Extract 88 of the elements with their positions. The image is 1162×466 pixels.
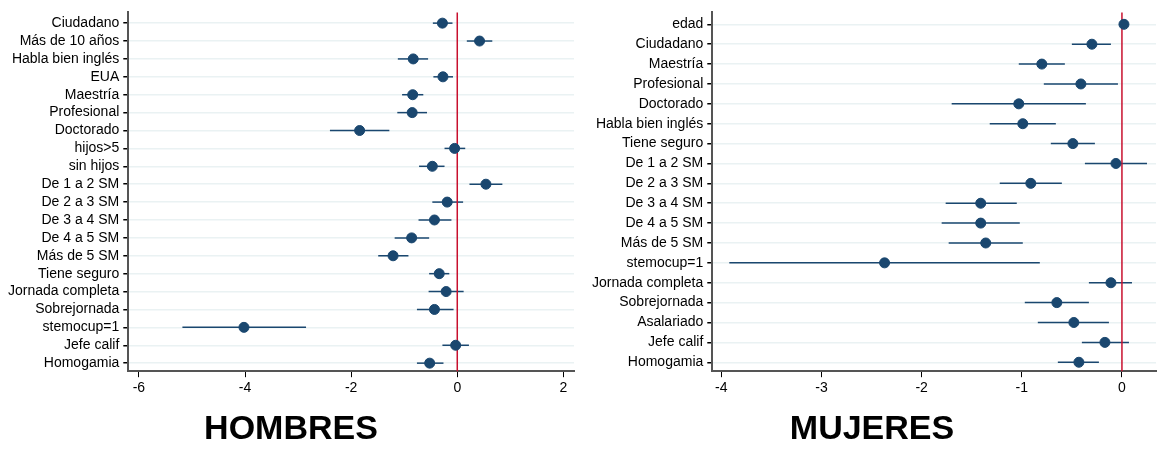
point	[1073, 356, 1085, 368]
point	[1013, 98, 1025, 110]
x-tick-label: 0	[453, 379, 462, 396]
x-tick-label: -6	[132, 379, 146, 396]
x-tick-label: 0	[1118, 379, 1127, 396]
point	[1099, 336, 1111, 348]
point	[1105, 277, 1117, 289]
y-tick-label: hijos>5	[74, 139, 120, 156]
y-tick-label: Doctorado	[638, 94, 704, 111]
point	[354, 125, 366, 137]
y-tick-label: Homogamia	[43, 354, 120, 371]
y-tick-label: Ciudadano	[635, 35, 704, 52]
point	[428, 303, 440, 315]
y-tick-label: EUA	[90, 67, 120, 84]
y-tick-label: De 2 a 3 SM	[41, 192, 120, 209]
point	[480, 178, 492, 190]
point	[449, 142, 461, 154]
y-tick-label: De 3 a 4 SM	[41, 210, 120, 227]
y-tick-label: Jornada completa	[7, 282, 120, 299]
y-tick-label: Tiene seguro	[38, 264, 120, 281]
y-tick-label: edad	[672, 15, 704, 32]
point	[975, 217, 987, 229]
y-tick-label: Doctorado	[54, 121, 120, 138]
point	[238, 321, 250, 333]
y-tick-label: stemocup=1	[626, 253, 704, 270]
point	[406, 232, 418, 244]
y-tick-label: De 2 a 3 SM	[625, 174, 704, 191]
y-tick-label: Más de 10 años	[19, 31, 120, 48]
point	[474, 35, 486, 47]
x-tick-label: -4	[238, 379, 252, 396]
y-tick-label: De 1 a 2 SM	[625, 154, 704, 171]
point	[1017, 118, 1029, 130]
y-tick-label: Profesional	[49, 103, 120, 120]
y-tick-label: Sobrejornada	[619, 293, 704, 310]
point	[1025, 177, 1037, 189]
y-tick-label: Jornada completa	[591, 273, 704, 290]
point	[428, 214, 440, 226]
point	[436, 17, 448, 29]
point	[1051, 297, 1063, 309]
point	[879, 257, 891, 269]
y-tick-label: Maestría	[648, 54, 704, 71]
point	[441, 196, 453, 208]
x-tick-label: -4	[715, 379, 728, 396]
y-tick-label: De 4 a 5 SM	[41, 228, 120, 245]
y-tick-label: De 1 a 2 SM	[41, 175, 120, 192]
y-tick-label: De 3 a 4 SM	[625, 194, 704, 211]
point	[1036, 58, 1048, 70]
y-tick-label: Profesional	[633, 74, 704, 91]
point	[407, 53, 419, 65]
y-tick-label: sin hijos	[68, 157, 120, 174]
y-tick-label: Habla bien inglés	[595, 114, 704, 131]
point	[450, 339, 462, 351]
point	[1110, 157, 1122, 169]
y-tick-label: Más de 5 SM	[36, 246, 120, 263]
x-tick-label: -2	[915, 379, 929, 396]
point	[980, 237, 992, 249]
point	[1067, 138, 1079, 150]
y-tick-label: Más de 5 SM	[620, 233, 704, 250]
y-tick-label: Homogamia	[627, 353, 704, 370]
point	[406, 107, 418, 119]
text: HOMBRES	[203, 408, 379, 447]
y-tick-label: Sobrejornada	[35, 300, 120, 317]
text: MUJERES	[788, 408, 956, 447]
point	[1075, 78, 1087, 90]
point	[433, 268, 445, 280]
point	[424, 357, 436, 369]
y-tick-label: Habla bien inglés	[11, 49, 120, 66]
point	[437, 71, 449, 83]
point	[407, 89, 419, 101]
y-tick-label: stemocup=1	[42, 318, 120, 335]
y-tick-label: Tiene seguro	[622, 134, 704, 151]
point	[1086, 38, 1098, 50]
x-tick-label: -2	[344, 379, 358, 396]
y-tick-label: Asalariado	[637, 313, 704, 330]
point	[1118, 18, 1130, 30]
y-tick-label: Jefe calif	[64, 336, 120, 353]
x-tick-label: -1	[1015, 379, 1029, 396]
x-tick-label: -3	[815, 379, 828, 396]
y-tick-label: Ciudadano	[51, 14, 120, 30]
y-tick-label: Maestría	[64, 85, 120, 102]
x-tick-label: 2	[559, 379, 568, 396]
point	[426, 160, 438, 172]
point	[975, 197, 987, 209]
point	[387, 250, 399, 262]
y-tick-label: De 4 a 5 SM	[625, 213, 704, 230]
point	[440, 286, 452, 298]
y-tick-label: Jefe calif	[648, 333, 704, 350]
point	[1068, 317, 1080, 328]
